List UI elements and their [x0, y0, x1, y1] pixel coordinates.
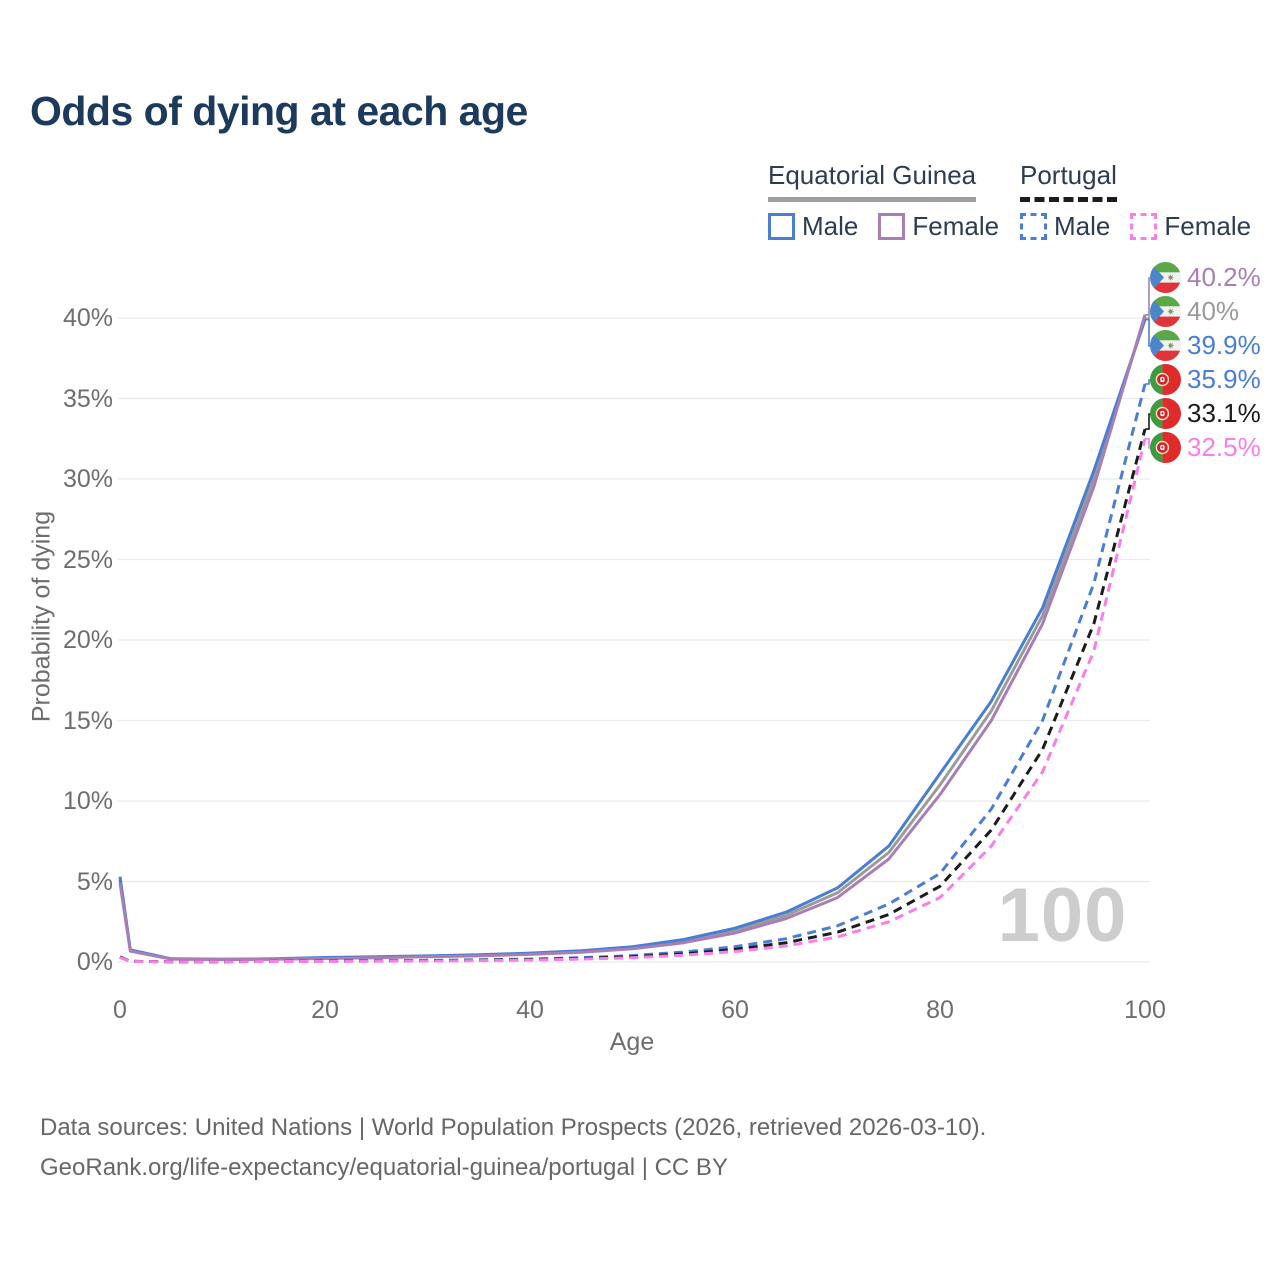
- y-tick-label: 10%: [62, 787, 113, 815]
- end-value-label: 32.5%: [1187, 432, 1261, 462]
- y-tick-label: 5%: [76, 867, 113, 896]
- end-value-label: 33.1%: [1187, 398, 1261, 428]
- flag-portugal-icon: [1150, 364, 1181, 395]
- y-tick-label: 35%: [62, 384, 113, 413]
- legend-country-equatorial-guinea[interactable]: Equatorial Guinea: [768, 160, 977, 202]
- flag-portugal-icon: [1150, 432, 1181, 463]
- end-value-label: 40%: [1187, 296, 1240, 326]
- pt-male-swatch-icon: [1020, 213, 1047, 240]
- pt-female-swatch-icon: [1130, 213, 1158, 240]
- y-tick-label: 40%: [62, 304, 113, 332]
- end-label-row: 33.1%: [1150, 398, 1261, 429]
- flag-portugal-icon: [1150, 398, 1181, 429]
- end-label-row: 32.5%: [1150, 432, 1261, 463]
- x-tick-label: 100: [1124, 996, 1166, 1024]
- series-line-0: [118, 317, 1147, 961]
- age-watermark: 100: [997, 873, 1128, 958]
- x-tick-label: 40: [516, 996, 544, 1024]
- legend-label: Male: [1054, 211, 1111, 241]
- legend-country-portugal[interactable]: Portugal: [1020, 160, 1117, 202]
- x-tick-label: 80: [926, 996, 954, 1024]
- y-tick-label: 0%: [76, 948, 113, 976]
- flag-equatorial-guinea-icon: [1150, 296, 1181, 327]
- legend-group-portugal: Portugal Male Female: [1020, 160, 1251, 242]
- end-label-row: 35.9%: [1150, 364, 1261, 395]
- x-tick-label: 60: [721, 996, 749, 1024]
- end-label-row: 39.9%: [1150, 330, 1261, 361]
- footer-line-1: Data sources: United Nations | World Pop…: [40, 1114, 987, 1141]
- series-line-3: [119, 383, 1147, 964]
- flag-equatorial-guinea-icon: [1150, 330, 1181, 361]
- end-label-row: 40%: [1150, 296, 1239, 327]
- y-tick-label: 20%: [62, 626, 113, 654]
- flag-equatorial-guinea-icon: [1150, 262, 1181, 293]
- legend-group-equatorial-guinea: Equatorial Guinea Male Female: [768, 160, 999, 242]
- x-tick-label: 0: [113, 996, 127, 1024]
- legend-label: Female: [1164, 211, 1252, 241]
- end-value-label: 35.9%: [1187, 364, 1261, 394]
- legend-label: Male: [802, 211, 859, 241]
- x-tick-label: 20: [311, 996, 339, 1024]
- footer-line-2: GeoRank.org/life-expectancy/equatorial-g…: [40, 1154, 728, 1181]
- series-line-2: [118, 314, 1147, 962]
- y-tick-label: 25%: [62, 545, 113, 574]
- legend-label: Female: [912, 211, 1000, 241]
- data-source-footer: Data sources: United Nations | World Pop…: [40, 1108, 986, 1188]
- y-tick-label: 30%: [62, 465, 113, 493]
- legend-item-eg-male[interactable]: Male: [768, 211, 858, 242]
- end-label-row: 40.2%: [1150, 262, 1261, 293]
- series-line-5: [119, 438, 1147, 964]
- legend-item-pt-male[interactable]: Male: [1020, 211, 1110, 242]
- y-tick-label: 15%: [62, 706, 113, 735]
- end-value-label: 40.2%: [1187, 262, 1261, 292]
- eg-male-swatch-icon: [768, 213, 795, 240]
- page-title: Odds of dying at each age: [30, 88, 528, 134]
- legend-item-pt-female[interactable]: Female: [1130, 211, 1251, 242]
- x-axis-title: Age: [609, 1028, 655, 1056]
- legend-item-eg-female[interactable]: Female: [878, 211, 999, 242]
- end-value-label: 39.9%: [1187, 330, 1261, 360]
- eg-female-swatch-icon: [878, 213, 906, 240]
